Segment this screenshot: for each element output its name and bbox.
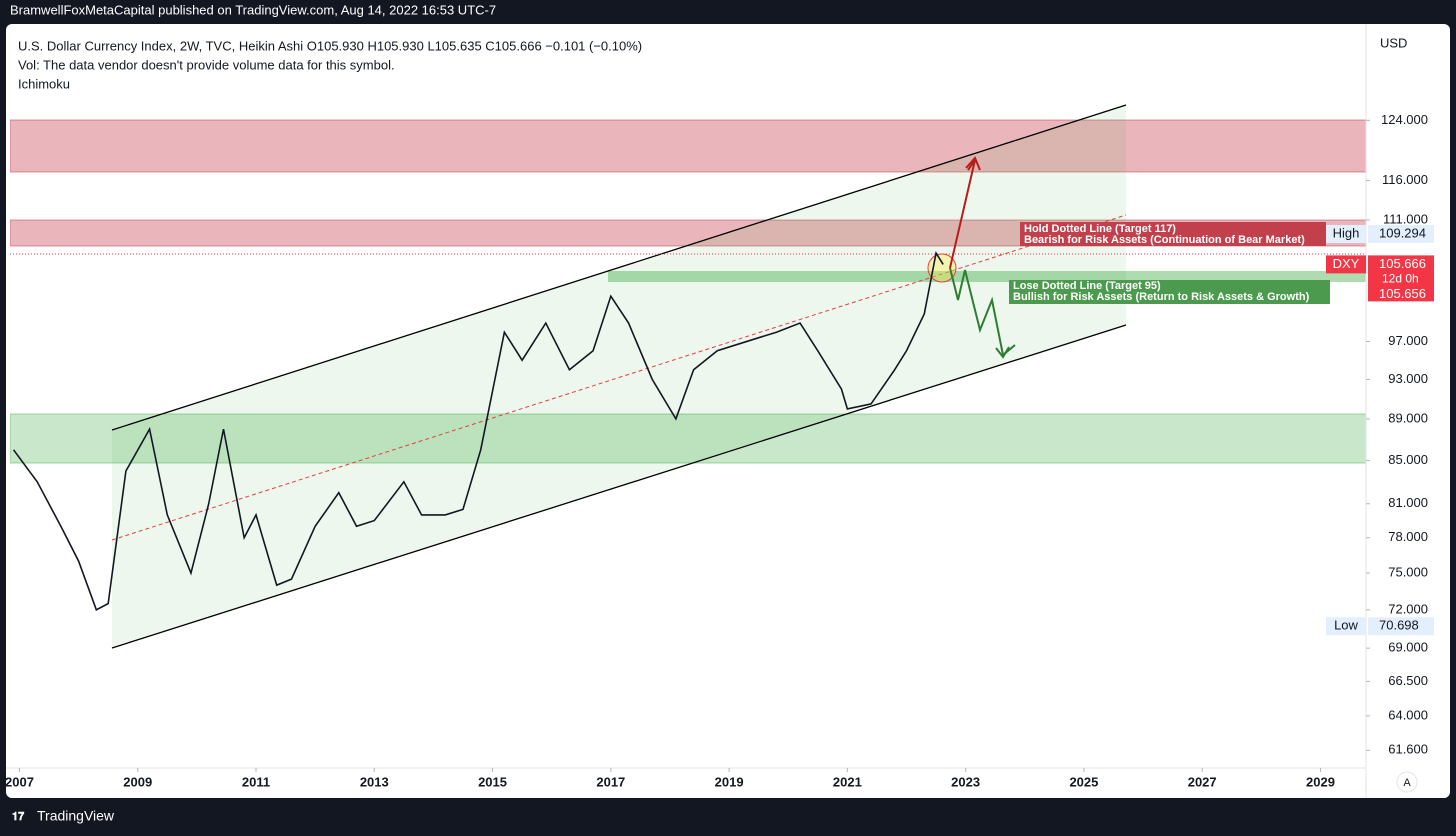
y-tick-label: 78.000	[1388, 529, 1428, 544]
annotation-box	[1009, 280, 1330, 304]
axis-unit: USD	[1380, 35, 1407, 50]
y-tick-label: 97.000	[1388, 333, 1428, 348]
legend: Ichimoku	[18, 76, 70, 91]
price-badge-text: 70.698	[1379, 618, 1419, 633]
channel-line	[111, 324, 1127, 649]
scale-mode[interactable]: A	[1403, 777, 1411, 789]
x-tick-label: 2023	[951, 774, 980, 789]
annotation: Lose Dotted Line (Target 95)	[1013, 280, 1161, 292]
price-badge-text: 105.656	[1379, 286, 1426, 301]
support-zone	[10, 413, 1366, 464]
x-tick-label: 2019	[715, 774, 744, 789]
price-badge-text: 109.294	[1379, 225, 1426, 240]
logo: 𝟏𝟕	[12, 811, 25, 823]
arrow-head	[965, 156, 981, 171]
x-tick-label: 2013	[360, 774, 389, 789]
y-tick-label: 116.000	[1382, 172, 1428, 187]
countdown: 12d 0h	[1382, 272, 1419, 286]
y-tick-label: 75.000	[1388, 564, 1428, 579]
channel-line	[111, 104, 1127, 431]
price-line	[12, 250, 944, 611]
publisher: BramwellFoxMetaCapital published on Trad…	[10, 2, 496, 17]
badge-label: Low	[1334, 618, 1358, 633]
annotation: Hold Dotted Line (Target 117)	[1024, 223, 1176, 235]
y-tick-label: 81.000	[1388, 495, 1428, 510]
x-tick-label: 2021	[833, 774, 862, 789]
annotation: Bullish for Risk Assets (Return to Risk …	[1013, 291, 1310, 303]
y-tick-label: 124.000	[1381, 112, 1428, 127]
x-tick-label: 2009	[123, 774, 152, 789]
x-tick-label: 2015	[478, 774, 507, 789]
y-tick-label: 85.000	[1388, 452, 1428, 467]
price-badge	[1368, 224, 1434, 243]
channel-fill	[112, 105, 1126, 648]
arrow-head	[995, 346, 1010, 359]
legend: Vol: The data vendor doesn't provide vol…	[18, 57, 395, 72]
price-badge	[1368, 617, 1434, 636]
y-tick-label: 89.000	[1388, 410, 1428, 425]
y-tick-label: 66.500	[1388, 673, 1428, 688]
bull-path	[949, 267, 1016, 357]
x-tick-label: 2007	[5, 774, 34, 789]
resistance-zone	[10, 119, 1366, 173]
legend: U.S. Dollar Currency Index, 2W, TVC, Hei…	[18, 38, 642, 53]
x-tick-label: 2017	[596, 774, 625, 789]
y-tick-label: 69.000	[1388, 640, 1428, 655]
y-tick-label: 64.000	[1388, 707, 1428, 722]
scale-button[interactable]	[1396, 771, 1418, 793]
y-tick-label: 111.000	[1383, 211, 1428, 226]
badge-label: High	[1333, 225, 1360, 240]
channel-mid	[111, 214, 1127, 541]
y-tick-label: 61.600	[1388, 742, 1428, 757]
x-tick-label: 2029	[1306, 774, 1335, 789]
y-tick-label: 72.000	[1388, 601, 1428, 616]
annotation-box	[1020, 222, 1326, 246]
x-tick-label: 2027	[1188, 774, 1217, 789]
y-tick-label: 93.000	[1388, 371, 1428, 386]
price-badge-text: 105.666	[1379, 256, 1426, 271]
annotation: Bearish for Risk Assets (Continuation of…	[1024, 234, 1305, 246]
badge-label-bg	[1326, 617, 1366, 636]
x-tick-label: 2025	[1069, 774, 1098, 789]
badge-label-bg	[1326, 224, 1366, 243]
support-band	[608, 271, 1366, 282]
series-layer	[12, 250, 944, 611]
brand: TradingView	[37, 808, 115, 824]
badge-label: DXY	[1333, 256, 1360, 271]
price-badge	[1368, 255, 1434, 302]
badge-label-bg	[1326, 255, 1366, 274]
chart-panel	[6, 24, 1450, 798]
x-tick-label: 2011	[242, 774, 270, 789]
